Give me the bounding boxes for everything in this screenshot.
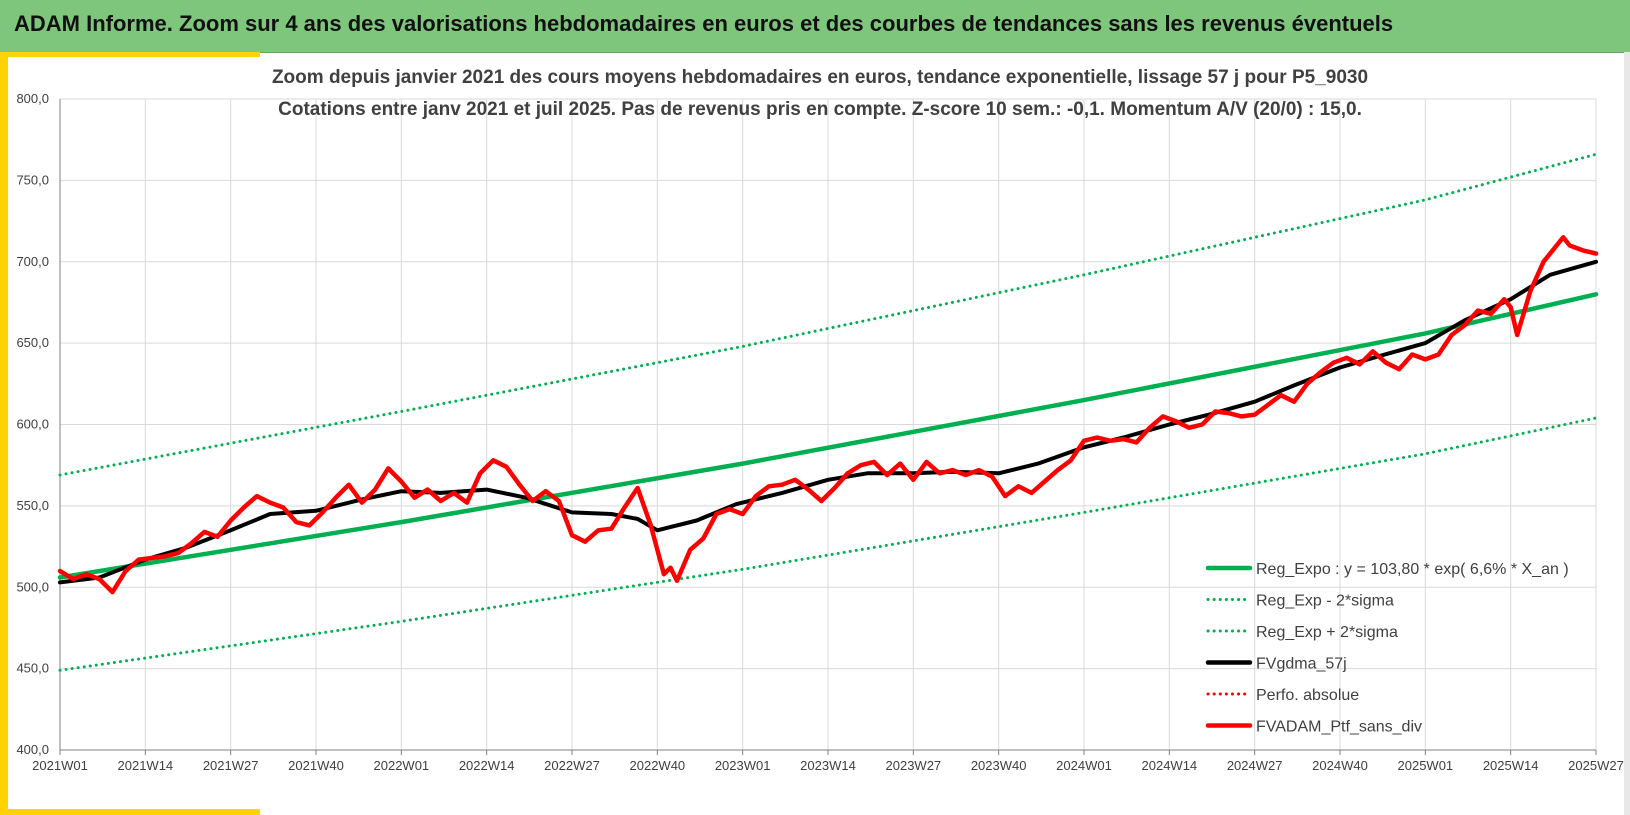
x-tick-label: 2021W40 (288, 758, 344, 773)
x-tick-label: 2023W40 (971, 758, 1027, 773)
chart-legend: Reg_Expo : y = 103,80 * exp( 6,6% * X_an… (1205, 561, 1569, 736)
y-tick-label: 750,0 (16, 172, 49, 187)
report-title: ADAM Informe. Zoom sur 4 ans des valoris… (14, 11, 1394, 36)
legend-label: Reg_Expo : y = 103,80 * exp( 6,6% * X_an… (1256, 561, 1569, 578)
series-line-reg-exp-2-sigma (58, 416, 1598, 672)
chart-series (57, 152, 1599, 672)
frame-top-border (0, 52, 260, 57)
x-tick-label: 2024W14 (1142, 758, 1198, 773)
legend-label: FVgdma_57j (1256, 656, 1347, 673)
legend-label: Reg_Exp - 2*sigma (1256, 593, 1394, 610)
legend-label: FVADAM_Ptf_sans_div (1256, 719, 1422, 736)
series-line-reg-exp-2-sigma (58, 152, 1598, 477)
y-tick-label: 450,0 (16, 661, 49, 676)
x-tick-label: 2024W27 (1227, 758, 1283, 773)
chart-subtitle-line2: Cotations entre janv 2021 et juil 2025. … (278, 99, 1362, 120)
y-tick-label: 600,0 (16, 417, 49, 432)
series-line-fvadam-ptf-sans-div (57, 235, 1599, 595)
x-tick-label: 2022W27 (544, 758, 600, 773)
y-tick-label: 650,0 (16, 335, 49, 350)
chart-grid (59, 98, 1597, 755)
frame-bottom-border (0, 809, 260, 815)
y-tick-label: 400,0 (16, 742, 49, 757)
x-tick-label: 2025W01 (1398, 758, 1454, 773)
y-tick-label: 800,0 (16, 91, 49, 106)
valuation-chart: Zoom depuis janvier 2021 des cours moyen… (16, 67, 1624, 773)
x-tick-label: 2021W27 (203, 758, 259, 773)
x-tick-label: 2022W01 (374, 758, 430, 773)
x-tick-label: 2022W40 (630, 758, 686, 773)
report-banner: ADAM Informe. Zoom sur 4 ans des valoris… (0, 0, 1630, 53)
x-tick-label: 2021W01 (32, 758, 88, 773)
x-tick-label: 2023W01 (715, 758, 771, 773)
chart-subtitle-line1: Zoom depuis janvier 2021 des cours moyen… (272, 67, 1368, 88)
x-tick-label: 2022W14 (459, 758, 515, 773)
frame-left-border (0, 52, 8, 815)
legend-label: Perfo. absolue (1256, 687, 1359, 704)
y-tick-label: 550,0 (16, 498, 49, 513)
x-tick-label: 2024W01 (1056, 758, 1112, 773)
frame-right-border (1624, 52, 1630, 815)
y-tick-label: 700,0 (16, 254, 49, 269)
x-axis-ticks: 2021W01 2021W14 2021W27 2021W40 2022W01 2022W… (32, 758, 1624, 773)
x-tick-label: 2025W27 (1568, 758, 1624, 773)
x-tick-label: 2025W14 (1483, 758, 1539, 773)
y-axis-ticks: 400,0 450,0 500,0 550,0 600,0 650,0 700,0 750,0… (16, 91, 49, 757)
legend-label: Reg_Exp + 2*sigma (1256, 624, 1398, 641)
x-tick-label: 2024W40 (1312, 758, 1368, 773)
y-tick-label: 500,0 (16, 579, 49, 594)
x-tick-label: 2021W14 (118, 758, 174, 773)
x-tick-label: 2023W14 (800, 758, 856, 773)
x-tick-label: 2023W27 (886, 758, 942, 773)
